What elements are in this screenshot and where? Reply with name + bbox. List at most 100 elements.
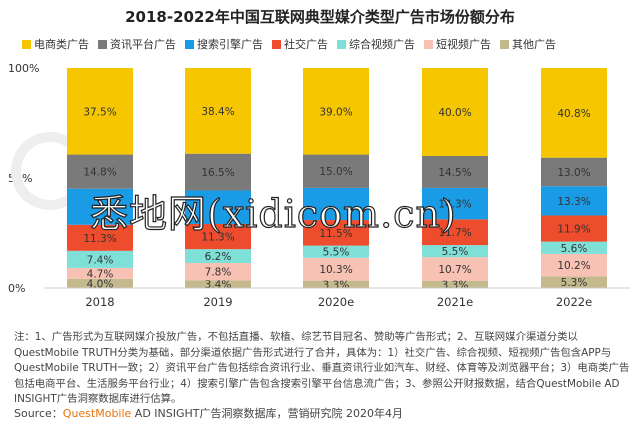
data-label: 10.7% <box>438 264 471 276</box>
data-label: 7.4% <box>87 254 114 266</box>
legend-swatch <box>272 39 281 49</box>
bar-segment <box>541 241 607 254</box>
data-label: 13.0% <box>557 167 590 179</box>
legend-item: 电商类广告 <box>22 36 89 52</box>
bar-segment <box>67 68 133 155</box>
bar-segment <box>185 249 251 264</box>
legend-label: 综合视频广告 <box>349 38 415 51</box>
bar-segment <box>303 245 369 258</box>
data-label: 15.0% <box>319 166 352 178</box>
legend-item: 短视频广告 <box>424 36 491 52</box>
data-label: 5.3% <box>561 277 588 289</box>
data-label: 3.3% <box>323 279 350 291</box>
bar-segment <box>541 253 607 277</box>
x-tick-label: 2020e <box>318 295 354 309</box>
x-tick-label: 2019 <box>203 295 232 309</box>
bar-segment <box>185 223 251 250</box>
data-label: 7.8% <box>205 267 232 279</box>
bar-segment <box>67 154 133 189</box>
bar-segment <box>422 245 488 258</box>
y-tick-label: 0% <box>8 282 25 295</box>
legend-label: 社交广告 <box>284 38 328 51</box>
bar-segment <box>303 257 369 281</box>
legend-item: 搜索引擎广告 <box>185 36 263 52</box>
bar-segment <box>303 187 369 221</box>
data-label: 11.7% <box>438 227 471 239</box>
bar-segment <box>185 153 251 191</box>
bar-segment <box>303 280 369 288</box>
legend-item: 其他广告 <box>500 36 556 52</box>
legend-label: 资讯平台广告 <box>110 38 176 51</box>
legend-label: 电商类广告 <box>34 38 89 51</box>
watermark-text: 悉地网(xidicom.cn) <box>89 191 457 236</box>
y-tick-label: 100% <box>8 62 39 75</box>
legend-swatch <box>185 39 194 49</box>
legend-swatch <box>98 39 107 49</box>
bar-segment <box>67 224 133 251</box>
bar-segment <box>422 280 488 288</box>
data-label: 10.2% <box>557 260 590 272</box>
watermark-logo: 悉地网(xidicom.cn) <box>89 183 457 238</box>
legend-label: 搜索引擎广告 <box>197 38 263 51</box>
chart-title: 2018-2022年中国互联网典型媒介类型广告市场份额分布 <box>125 8 515 26</box>
bar-segment <box>185 68 251 154</box>
bar-segment <box>541 215 607 242</box>
legend-swatch <box>424 39 433 49</box>
bar-segment <box>67 267 133 279</box>
data-label: 4.0% <box>87 278 114 290</box>
data-label: 4.7% <box>87 268 114 280</box>
legend-item: 资讯平台广告 <box>98 36 176 52</box>
bar-segment <box>67 188 133 225</box>
data-label: 11.3% <box>201 232 234 244</box>
data-label: 39.0% <box>319 106 352 118</box>
bar-segment <box>303 220 369 246</box>
legend-swatch <box>500 39 509 49</box>
bar-segment <box>422 68 488 156</box>
bar-segment <box>303 68 369 155</box>
x-tick-label: 2022e <box>556 295 592 309</box>
legend-label: 其他广告 <box>512 38 556 51</box>
data-label: 5.5% <box>323 247 350 259</box>
legend-item: 社交广告 <box>272 36 328 52</box>
data-label: 6.2% <box>205 251 232 263</box>
data-label: 40.8% <box>557 108 590 120</box>
data-label: 14.5% <box>438 167 471 179</box>
data-label: 11.5% <box>319 228 352 240</box>
bar-segment <box>422 219 488 246</box>
bar-segment <box>67 278 133 288</box>
bar-segment <box>541 276 607 288</box>
bar-segment <box>541 68 607 158</box>
bar-segment <box>422 187 488 220</box>
source-text: AD INSIGHT广告洞察数据库，营销研究院 2020年4月 <box>131 407 404 420</box>
data-label: 16.5% <box>201 167 234 179</box>
legend-swatch <box>22 39 31 49</box>
chart-source: Source：QuestMobile AD INSIGHT广告洞察数据库，营销研… <box>14 405 403 421</box>
bar-segment <box>541 186 607 216</box>
data-label: 5.5% <box>442 246 469 258</box>
data-label: 40.0% <box>438 107 471 119</box>
chart-legend: 电商类广告 资讯平台广告 搜索引擎广告 社交广告 综合视频广告 短视频广告 其他广告 <box>22 34 632 54</box>
data-label: 11.3% <box>83 233 116 245</box>
bar-segment <box>67 250 133 268</box>
data-label: 14.3% <box>438 199 471 211</box>
data-label: 11.9% <box>557 224 590 236</box>
legend-swatch <box>337 39 346 49</box>
bar-segment <box>422 257 488 281</box>
data-label: 14.8% <box>83 167 116 179</box>
bar-segment <box>185 190 251 224</box>
legend-label: 短视频广告 <box>436 38 491 51</box>
bar-segment <box>422 156 488 188</box>
x-tick-label: 2018 <box>85 295 114 309</box>
data-label: 3.3% <box>442 279 469 291</box>
data-label: 38.4% <box>201 106 234 118</box>
bar-segment <box>303 154 369 188</box>
source-prefix: Source： <box>14 407 63 420</box>
bar-segment <box>185 263 251 281</box>
data-label: 10.3% <box>319 264 352 276</box>
data-label: 5.6% <box>561 243 588 255</box>
data-label: 3.4% <box>205 279 232 291</box>
data-label: 37.5% <box>83 106 116 118</box>
legend-item: 综合视频广告 <box>337 36 415 52</box>
data-label: 13.3% <box>557 196 590 208</box>
stacked-bar-chart: 0%50%100%4.0%4.7%7.4%11.3%14.8%37.5%2018… <box>8 62 630 309</box>
